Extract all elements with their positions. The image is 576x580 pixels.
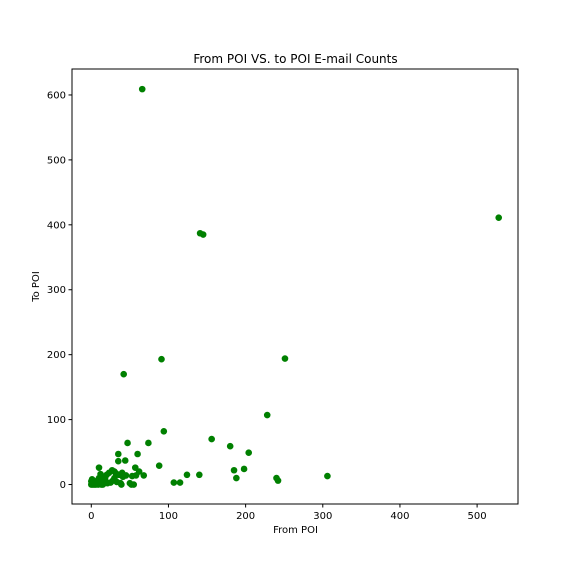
data-point	[134, 450, 141, 458]
data-point	[114, 457, 122, 465]
data-point	[245, 449, 253, 457]
data-point	[324, 472, 331, 480]
x-tick-label: 500	[468, 511, 487, 522]
data-point	[135, 468, 143, 475]
data-point	[155, 462, 163, 469]
data-point	[121, 457, 129, 464]
data-point	[208, 435, 215, 443]
data-point	[183, 471, 191, 479]
y-tick-label: 600	[47, 90, 66, 101]
x-tick-label: 0	[88, 511, 94, 522]
data-point	[122, 472, 130, 479]
y-tick-label: 500	[47, 155, 66, 166]
data-point	[158, 355, 165, 363]
x-tick-label: 200	[236, 511, 255, 522]
data-point	[138, 85, 146, 93]
y-tick-label: 300	[47, 285, 66, 296]
y-tick-label: 0	[60, 480, 66, 491]
x-axis-label: From POI	[273, 525, 318, 536]
data-point	[226, 442, 234, 450]
data-point	[281, 355, 289, 362]
data-point	[145, 439, 152, 447]
chart-title: From POI VS. to POI E-mail Counts	[193, 52, 397, 66]
plot-area-frame	[71, 68, 519, 505]
data-point	[130, 481, 138, 488]
data-point	[176, 479, 184, 486]
data-point	[495, 214, 503, 221]
y-tick-label: 200	[47, 350, 66, 361]
data-point	[196, 471, 203, 479]
x-tick-label: 400	[390, 511, 409, 522]
data-point	[124, 439, 131, 447]
y-tick-label: 100	[47, 415, 66, 426]
data-point	[240, 465, 248, 473]
x-tick-label: 100	[159, 511, 178, 522]
data-points-group	[87, 85, 503, 488]
data-point	[118, 481, 125, 488]
data-point	[233, 474, 240, 482]
y-tick-label: 400	[47, 220, 66, 231]
y-axis: 0 100 200 300 400 500 600	[47, 90, 72, 491]
data-point	[114, 450, 122, 458]
data-point	[274, 477, 282, 484]
data-point	[140, 472, 148, 479]
data-point	[199, 231, 207, 238]
x-axis: 0 100 200 300 400 500	[88, 504, 487, 522]
x-tick-label: 300	[313, 511, 332, 522]
data-point	[160, 427, 168, 435]
data-point	[263, 411, 271, 419]
data-point	[170, 479, 178, 486]
y-axis-label: To POI	[31, 271, 42, 303]
data-point	[95, 464, 103, 471]
data-point	[230, 466, 238, 474]
data-point	[120, 370, 127, 378]
